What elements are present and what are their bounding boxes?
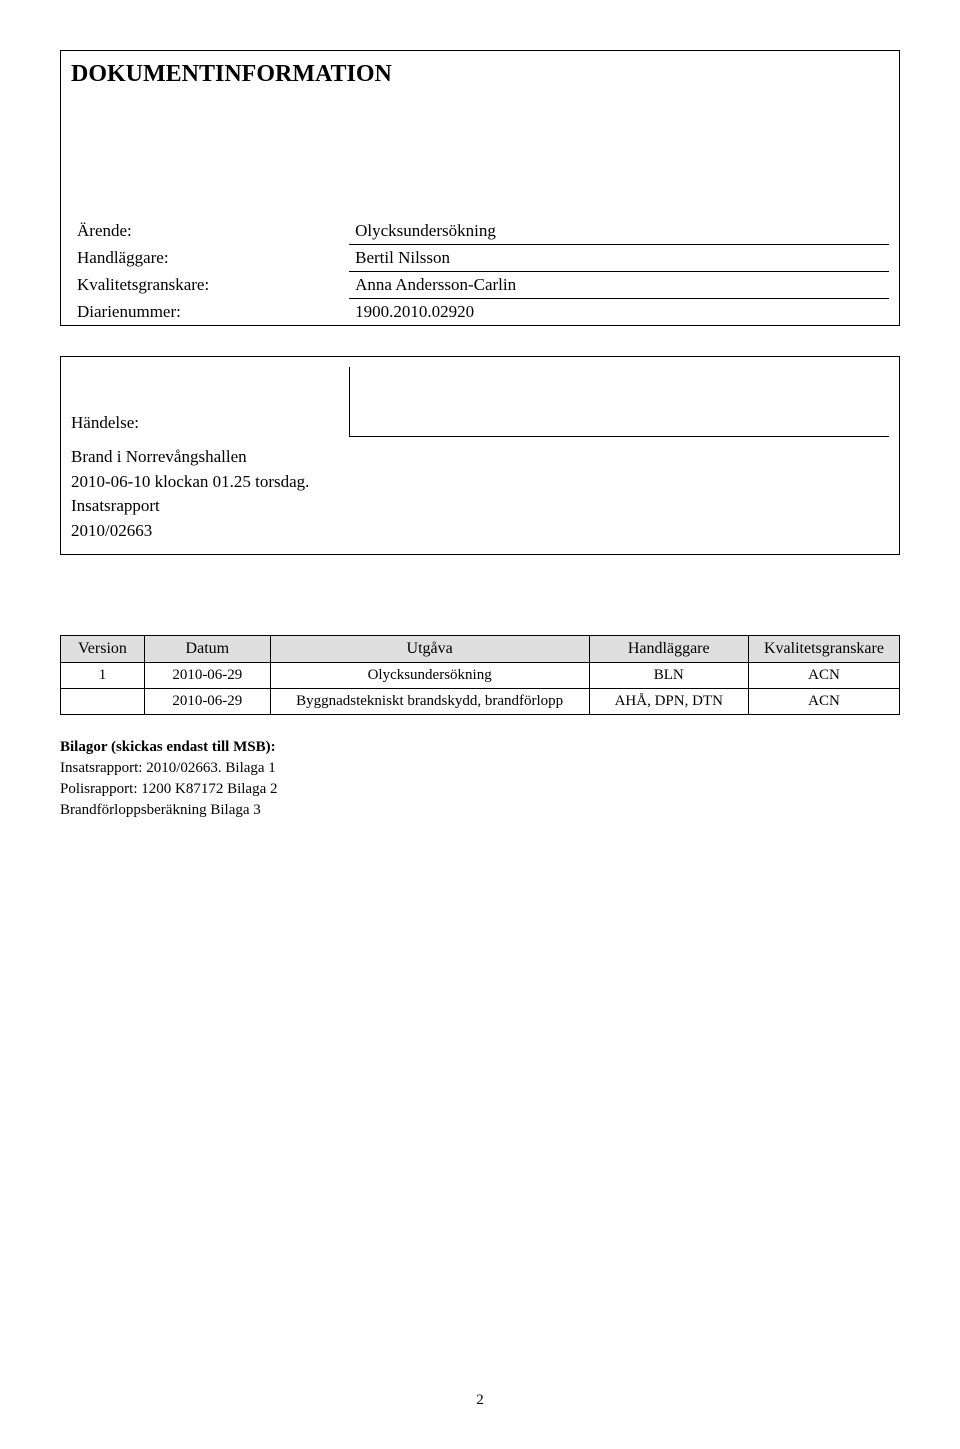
table-row: 1 2010-06-29 Olycksundersökning BLN ACN — [61, 662, 900, 688]
cell-handlaggare: AHÅ, DPN, DTN — [589, 688, 748, 714]
cell-kvalitet: ACN — [748, 662, 899, 688]
cell-utgava: Olycksundersökning — [270, 662, 589, 688]
datum-header: Datum — [144, 635, 270, 662]
event-line2: 2010-06-10 klockan 01.25 torsdag. — [71, 470, 889, 495]
table-row: 2010-06-29 Byggnadstekniskt brandskydd, … — [61, 688, 900, 714]
attachments-line3: Brandförloppsberäkning Bilaga 3 — [60, 800, 900, 821]
cell-kvalitet: ACN — [748, 688, 899, 714]
cell-version: 1 — [61, 662, 145, 688]
event-empty-cell — [349, 367, 889, 437]
event-label: Händelse: — [71, 367, 349, 437]
attachments-block: Bilagor (skickas endast till MSB): Insat… — [60, 737, 900, 821]
version-header: Version — [61, 635, 145, 662]
event-line4: 2010/02663 — [71, 519, 889, 544]
kvalitet-value: Anna Andersson-Carlin — [349, 272, 889, 299]
handlaggare-value: Bertil Nilsson — [349, 245, 889, 272]
kvalitet-header: Kvalitetsgranskare — [748, 635, 899, 662]
attachments-title: Bilagor (skickas endast till MSB): — [60, 737, 900, 758]
attachments-line1: Insatsrapport: 2010/02663. Bilaga 1 — [60, 758, 900, 779]
event-line3: Insatsrapport — [71, 494, 889, 519]
handlaggare-label: Handläggare: — [71, 245, 349, 272]
utgava-header: Utgåva — [270, 635, 589, 662]
cell-version — [61, 688, 145, 714]
cell-datum: 2010-06-29 — [144, 688, 270, 714]
document-heading: DOKUMENTINFORMATION — [71, 61, 889, 88]
diarie-label: Diarienummer: — [71, 299, 349, 326]
event-line1: Brand i Norrevångshallen — [71, 445, 889, 470]
kvalitet-label: Kvalitetsgranskare: — [71, 272, 349, 299]
page-number: 2 — [0, 1392, 960, 1409]
diarie-value: 1900.2010.02920 — [349, 299, 889, 326]
event-box: Händelse: Brand i Norrevångshallen 2010-… — [60, 356, 900, 555]
version-table: Version Datum Utgåva Handläggare Kvalite… — [60, 635, 900, 715]
info-table: Ärende: Olycksundersökning Handläggare: … — [71, 218, 889, 325]
cell-utgava: Byggnadstekniskt brandskydd, brandförlop… — [270, 688, 589, 714]
attachments-line2: Polisrapport: 1200 K87172 Bilaga 2 — [60, 779, 900, 800]
cell-handlaggare: BLN — [589, 662, 748, 688]
arende-value: Olycksundersökning — [349, 218, 889, 245]
arende-label: Ärende: — [71, 218, 349, 245]
handlaggare-header: Handläggare — [589, 635, 748, 662]
cell-datum: 2010-06-29 — [144, 662, 270, 688]
